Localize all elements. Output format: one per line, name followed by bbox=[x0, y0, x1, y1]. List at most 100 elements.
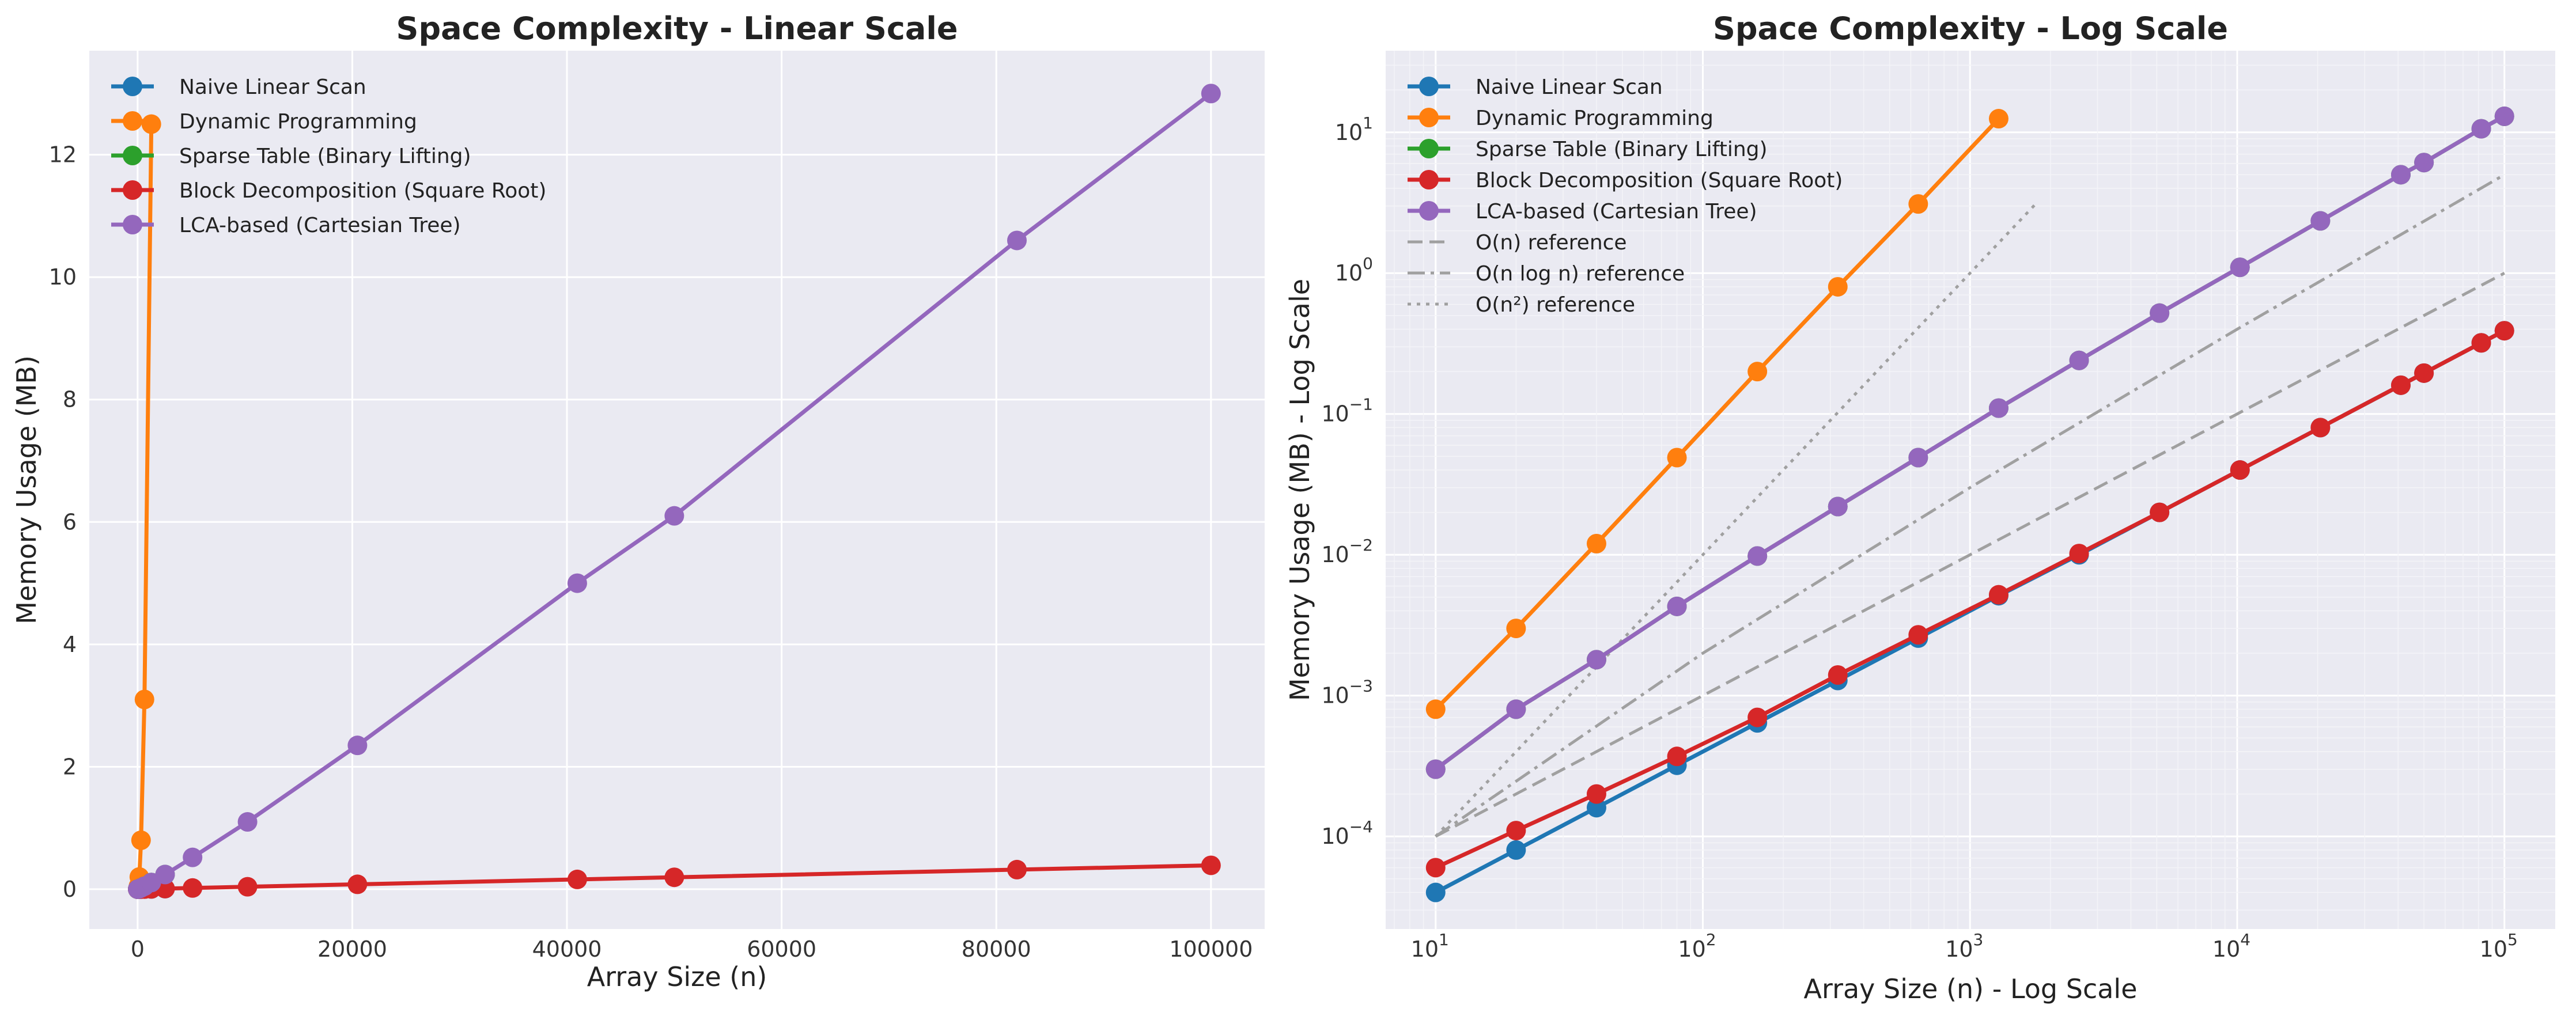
log-data-point-dynamic-programming bbox=[1988, 109, 2008, 129]
linear-legend-swatch-marker bbox=[123, 111, 142, 131]
log-y-tick-label: 10−1 bbox=[1321, 395, 1373, 427]
linear-data-point-lca-based-cartesian-tree bbox=[567, 573, 587, 593]
log-data-point-lca-based-cartesian-tree bbox=[2471, 119, 2491, 139]
linear-legend-label: Dynamic Programming bbox=[179, 110, 417, 134]
log-data-point-block-decomposition-square-root bbox=[2230, 460, 2250, 480]
log-data-point-block-decomposition-square-root bbox=[2310, 418, 2331, 438]
linear-y-tick-label: 4 bbox=[63, 632, 77, 657]
ref-line-o-n-reference bbox=[1435, 272, 2505, 838]
linear-data-point-dynamic-programming bbox=[134, 689, 154, 710]
log-legend-item-o-n-reference: O(n²) reference bbox=[1408, 293, 1635, 317]
log-legend-label: O(n²) reference bbox=[1476, 293, 1635, 317]
log-data-point-block-decomposition-square-root bbox=[1586, 784, 1606, 804]
log-x-tick-label: 103 bbox=[1945, 930, 1983, 962]
log-legend-swatch-marker bbox=[1419, 108, 1439, 127]
log-y-tick-label: 10−3 bbox=[1321, 677, 1373, 708]
linear-y-tick-label: 2 bbox=[63, 754, 77, 779]
linear-legend-item-naive-linear-scan: Naive Linear Scan bbox=[111, 75, 366, 99]
log-data-point-naive-linear-scan bbox=[1586, 798, 1606, 818]
log-legend-label: O(n) reference bbox=[1476, 231, 1627, 255]
linear-tick-labels: 0 20000 40000 60000 80000 100000 0 2 4 6 8 10 12 bbox=[49, 142, 1253, 962]
log-data-point-lca-based-cartesian-tree bbox=[2414, 153, 2434, 173]
linear-series-lca-based-cartesian-tree bbox=[128, 84, 1221, 899]
linear-legend-item-sparse-table-binary-lifting: Sparse Table (Binary Lifting) bbox=[111, 145, 471, 168]
log-data-point-block-decomposition-square-root bbox=[1747, 707, 1768, 727]
log-legend-label: Naive Linear Scan bbox=[1476, 75, 1663, 99]
log-series-line-lca-based-cartesian-tree bbox=[1434, 114, 2506, 771]
log-data-point-block-decomposition-square-root bbox=[2150, 502, 2170, 522]
log-tick-labels: 101 102 103 104 105 10−4 10−3 10−2 10−1 100 101 bbox=[1321, 113, 2517, 962]
linear-legend-label: Naive Linear Scan bbox=[179, 75, 366, 99]
log-legend-item-lca-based-cartesian-tree: LCA-based (Cartesian Tree) bbox=[1408, 200, 1757, 223]
ref-line-o-n-log-n-reference bbox=[1435, 173, 2505, 838]
log-series-line-block-decomposition-square-root bbox=[1435, 329, 2506, 870]
linear-chart-title: Space Complexity - Linear Scale bbox=[396, 10, 958, 47]
log-legend: Naive Linear Scan Dynamic Programming Spar… bbox=[1408, 75, 1843, 317]
linear-data-point-lca-based-cartesian-tree bbox=[237, 812, 258, 832]
log-legend-label: Sparse Table (Binary Lifting) bbox=[1476, 138, 1768, 161]
log-y-tick-label: 10−4 bbox=[1321, 817, 1373, 849]
log-reference-lines bbox=[1434, 173, 2505, 838]
log-data-point-block-decomposition-square-root bbox=[1667, 746, 1687, 767]
linear-legend-item-dynamic-programming: Dynamic Programming bbox=[111, 110, 417, 134]
linear-legend-item-block-decomposition-square-root: Block Decomposition (Square Root) bbox=[111, 179, 546, 203]
log-data-point-block-decomposition-square-root bbox=[2471, 333, 2491, 353]
log-legend-item-dynamic-programming: Dynamic Programming bbox=[1408, 107, 1713, 130]
linear-data-point-block-decomposition-square-root bbox=[664, 867, 684, 888]
log-data-point-block-decomposition-square-root bbox=[1908, 625, 1928, 645]
linear-legend: Naive Linear Scan Dynamic Programming Spar… bbox=[111, 75, 546, 237]
log-data-point-dynamic-programming bbox=[1506, 619, 1526, 639]
log-data-point-block-decomposition-square-root bbox=[1425, 858, 1446, 878]
linear-data-point-lca-based-cartesian-tree bbox=[1007, 230, 1027, 251]
log-data-point-lca-based-cartesian-tree bbox=[1988, 398, 2008, 418]
linear-data-point-block-decomposition-square-root bbox=[1007, 859, 1027, 879]
linear-legend-swatch-marker bbox=[123, 146, 142, 165]
log-legend-swatch-marker bbox=[1419, 201, 1439, 221]
log-series-group bbox=[1425, 106, 2514, 903]
linear-legend-item-lca-based-cartesian-tree: LCA-based (Cartesian Tree) bbox=[111, 214, 461, 237]
linear-data-point-block-decomposition-square-root bbox=[567, 869, 587, 889]
log-data-point-lca-based-cartesian-tree bbox=[1828, 496, 1848, 517]
log-data-point-lca-based-cartesian-tree bbox=[2069, 350, 2089, 370]
linear-legend-swatch-marker bbox=[123, 180, 142, 200]
linear-data-point-lca-based-cartesian-tree bbox=[183, 847, 203, 867]
log-data-point-naive-linear-scan bbox=[1506, 840, 1526, 860]
log-data-point-dynamic-programming bbox=[1747, 362, 1768, 382]
log-series-block-decomposition-square-root bbox=[1425, 321, 2514, 878]
linear-data-point-lca-based-cartesian-tree bbox=[155, 864, 175, 885]
log-legend-item-o-n-reference: O(n) reference bbox=[1408, 231, 1627, 255]
linear-y-tick-label: 10 bbox=[49, 264, 77, 290]
log-data-point-lca-based-cartesian-tree bbox=[1747, 546, 1768, 566]
linear-x-tick-label: 60000 bbox=[747, 936, 816, 962]
linear-data-point-block-decomposition-square-root bbox=[347, 874, 368, 894]
linear-x-tick-label: 0 bbox=[131, 936, 145, 962]
linear-legend-swatch-marker bbox=[123, 215, 142, 234]
log-legend-swatch-marker bbox=[1419, 77, 1439, 96]
linear-y-tick-label: 12 bbox=[49, 142, 77, 168]
log-data-point-block-decomposition-square-root bbox=[1988, 585, 2008, 605]
log-data-point-lca-based-cartesian-tree bbox=[2494, 106, 2514, 126]
linear-legend-swatch-marker bbox=[123, 77, 142, 96]
linear-y-tick-label: 6 bbox=[63, 509, 77, 534]
log-x-tick-label: 102 bbox=[1678, 930, 1716, 962]
log-legend-label: Block Decomposition (Square Root) bbox=[1476, 169, 1843, 192]
log-data-point-lca-based-cartesian-tree bbox=[2230, 257, 2250, 278]
linear-x-tick-label: 100000 bbox=[1169, 936, 1253, 962]
log-data-point-lca-based-cartesian-tree bbox=[1908, 448, 1928, 468]
log-y-axis-label: Memory Usage (MB) - Log Scale bbox=[1284, 279, 1315, 701]
log-series-line-dynamic-programming bbox=[1434, 117, 2000, 711]
linear-x-tick-label: 40000 bbox=[532, 936, 602, 962]
linear-scale-chart: 0 20000 40000 60000 80000 100000 0 2 4 6 8 10 12 Nai… bbox=[11, 10, 1265, 992]
log-chart-title: Space Complexity - Log Scale bbox=[1713, 10, 2228, 47]
linear-data-point-dynamic-programming bbox=[131, 830, 151, 850]
log-gridlines bbox=[1386, 51, 2555, 929]
linear-plot-area bbox=[89, 51, 1265, 929]
linear-data-point-lca-based-cartesian-tree bbox=[664, 506, 684, 526]
log-y-tick-label: 10−2 bbox=[1321, 536, 1373, 567]
log-data-point-block-decomposition-square-root bbox=[1828, 665, 1848, 685]
linear-legend-label: LCA-based (Cartesian Tree) bbox=[179, 214, 461, 237]
linear-y-axis-label: Memory Usage (MB) bbox=[11, 355, 42, 624]
linear-data-point-lca-based-cartesian-tree bbox=[1201, 84, 1221, 104]
ref-line-o-n-reference bbox=[1434, 200, 2040, 837]
linear-data-point-lca-based-cartesian-tree bbox=[347, 735, 368, 756]
